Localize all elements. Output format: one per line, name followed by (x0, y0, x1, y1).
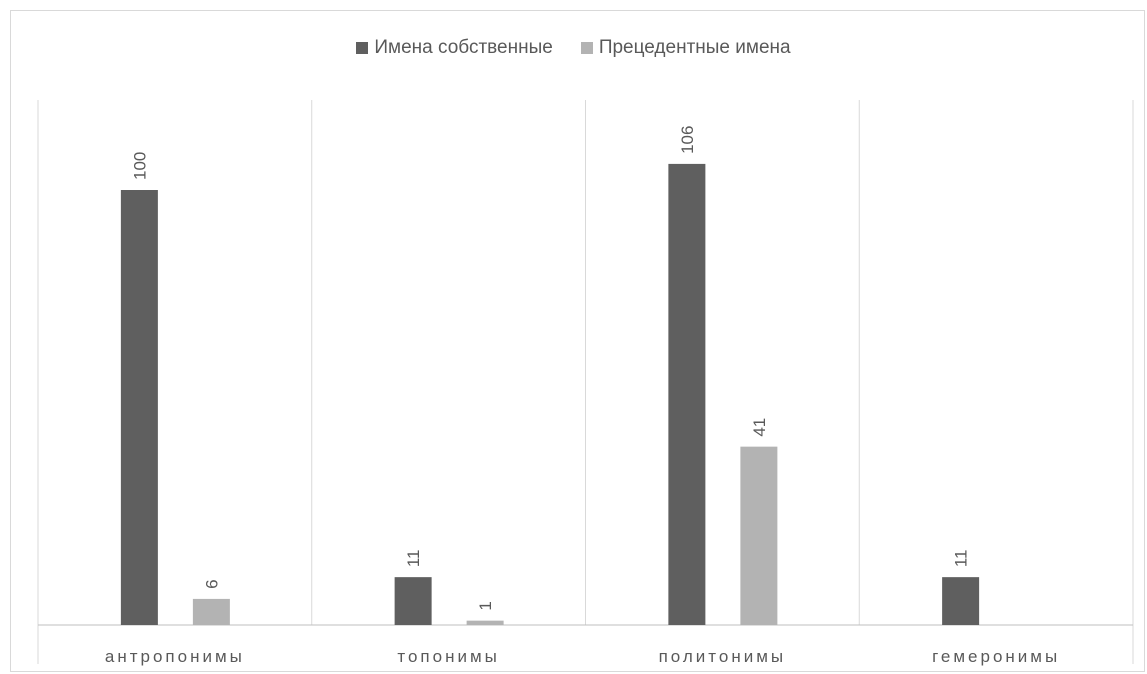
data-label: 106 (678, 126, 697, 154)
bar-series-1 (120, 190, 158, 625)
data-label: 6 (202, 579, 221, 588)
bar-series-2 (192, 598, 230, 625)
x-tick-label: антропонимы (105, 647, 245, 666)
x-tick-label: гемеронимы (932, 647, 1060, 666)
legend-item-series-2: Прецедентные имена (580, 37, 791, 59)
legend-item-series-1: Имена собственные (356, 37, 553, 59)
bar-series-2 (466, 620, 504, 625)
x-tick-label: политонимы (659, 647, 787, 666)
bar-series-1 (668, 163, 706, 625)
bar-series-1 (942, 577, 980, 625)
x-tick-label: топонимы (397, 647, 500, 666)
legend-swatch-series-1 (356, 42, 369, 54)
legend-label-series-2: Прецедентные имена (598, 37, 791, 58)
data-label: 100 (130, 152, 149, 180)
data-label: 1 (476, 601, 495, 610)
legend-swatch-series-2 (580, 42, 593, 54)
data-label: 11 (404, 549, 423, 567)
data-label: 11 (952, 549, 971, 567)
legend-label-series-1: Имена собственные (374, 37, 553, 58)
bar-series-1 (394, 577, 432, 625)
bar-series-2 (740, 446, 778, 625)
chart-legend: Имена собственные Прецедентные имена (0, 36, 1147, 60)
data-label: 41 (750, 418, 769, 437)
chart-frame (10, 10, 1145, 672)
